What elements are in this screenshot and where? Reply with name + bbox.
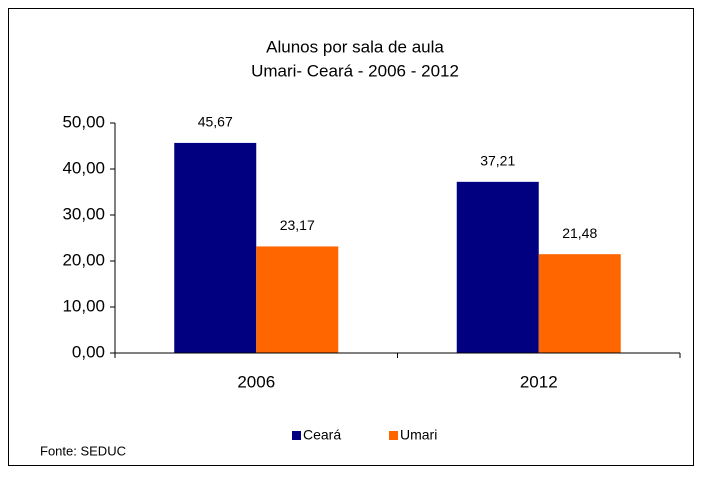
chart-border: [8, 8, 694, 466]
value-label: 21,48: [562, 225, 597, 241]
legend-label: Ceará: [303, 427, 341, 443]
chart-title: Alunos por sala de aula: [266, 37, 444, 56]
source-note: Fonte: SEDUC: [40, 443, 126, 458]
y-tick-label: 0,00: [72, 342, 105, 361]
y-tick-label: 50,00: [62, 112, 105, 131]
value-label: 23,17: [280, 217, 315, 233]
legend-swatch: [292, 431, 301, 440]
x-tick-label: 2012: [520, 372, 558, 391]
y-tick-label: 30,00: [62, 204, 105, 223]
legend-label: Umari: [400, 427, 437, 443]
chart-subtitle: Umari- Ceará - 2006 - 2012: [251, 61, 459, 80]
bar: [456, 181, 539, 353]
y-tick-label: 20,00: [62, 250, 105, 269]
value-label: 37,21: [480, 153, 515, 169]
bar: [256, 246, 339, 353]
value-label: 45,67: [198, 114, 233, 130]
y-tick-label: 40,00: [62, 158, 105, 177]
y-tick-label: 10,00: [62, 296, 105, 315]
bar: [538, 254, 621, 353]
legend-swatch: [389, 431, 398, 440]
bar: [174, 142, 257, 353]
x-tick-label: 2006: [237, 372, 275, 391]
